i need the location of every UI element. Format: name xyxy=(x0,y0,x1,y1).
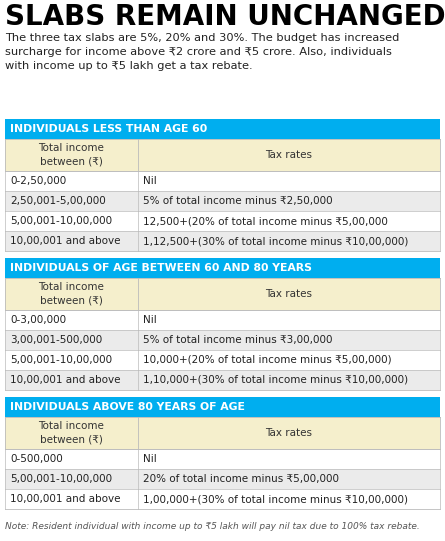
Text: Tax rates: Tax rates xyxy=(265,289,312,299)
Text: Nil: Nil xyxy=(143,176,157,186)
Text: INDIVIDUALS OF AGE BETWEEN 60 AND 80 YEARS: INDIVIDUALS OF AGE BETWEEN 60 AND 80 YEA… xyxy=(10,263,312,273)
Bar xyxy=(5,278,440,310)
Text: Tax rates: Tax rates xyxy=(265,150,312,160)
Bar xyxy=(5,119,440,139)
Bar xyxy=(5,397,440,417)
Bar xyxy=(5,139,440,171)
Text: 5,00,001-10,00,000: 5,00,001-10,00,000 xyxy=(10,216,112,226)
Text: The three tax slabs are 5%, 20% and 30%. The budget has increased
surcharge for : The three tax slabs are 5%, 20% and 30%.… xyxy=(5,33,399,71)
Text: Note: Resident individual with income up to ₹5 lakh will pay nil tax due to 100%: Note: Resident individual with income up… xyxy=(5,522,420,531)
Text: Nil: Nil xyxy=(143,315,157,325)
Text: 10,00,001 and above: 10,00,001 and above xyxy=(10,236,121,246)
Bar xyxy=(5,258,440,278)
Text: SLABS REMAIN UNCHANGED: SLABS REMAIN UNCHANGED xyxy=(5,3,445,31)
Bar xyxy=(5,231,440,251)
Bar xyxy=(5,191,440,211)
Text: INDIVIDUALS ABOVE 80 YEARS OF AGE: INDIVIDUALS ABOVE 80 YEARS OF AGE xyxy=(10,402,245,412)
Bar xyxy=(5,417,440,449)
Text: 3,00,001-500,000: 3,00,001-500,000 xyxy=(10,335,102,345)
Bar xyxy=(5,489,440,509)
Bar xyxy=(5,469,440,489)
Text: 5% of total income minus ₹2,50,000: 5% of total income minus ₹2,50,000 xyxy=(143,196,332,206)
Text: 10,00,001 and above: 10,00,001 and above xyxy=(10,494,121,504)
Text: 0-3,00,000: 0-3,00,000 xyxy=(10,315,66,325)
Text: 1,10,000+(30% of total income minus ₹10,00,000): 1,10,000+(30% of total income minus ₹10,… xyxy=(143,375,408,385)
Text: 5,00,001-10,00,000: 5,00,001-10,00,000 xyxy=(10,355,112,365)
Text: 1,00,000+(30% of total income minus ₹10,00,000): 1,00,000+(30% of total income minus ₹10,… xyxy=(143,494,408,504)
Text: 1,12,500+(30% of total income minus ₹10,00,000): 1,12,500+(30% of total income minus ₹10,… xyxy=(143,236,408,246)
Bar xyxy=(5,449,440,469)
Text: Tax rates: Tax rates xyxy=(265,428,312,438)
Bar xyxy=(5,350,440,370)
Text: 10,00,001 and above: 10,00,001 and above xyxy=(10,375,121,385)
Text: 12,500+(20% of total income minus ₹5,00,000: 12,500+(20% of total income minus ₹5,00,… xyxy=(143,216,388,226)
Text: 5,00,001-10,00,000: 5,00,001-10,00,000 xyxy=(10,474,112,484)
Text: 0-2,50,000: 0-2,50,000 xyxy=(10,176,66,186)
Bar xyxy=(5,370,440,390)
Bar xyxy=(5,211,440,231)
Bar xyxy=(5,171,440,191)
Bar xyxy=(5,310,440,330)
Text: 0-500,000: 0-500,000 xyxy=(10,454,63,464)
Text: Total income
between (₹): Total income between (₹) xyxy=(38,143,104,167)
Text: 10,000+(20% of total income minus ₹5,00,000): 10,000+(20% of total income minus ₹5,00,… xyxy=(143,355,391,365)
Text: 5% of total income minus ₹3,00,000: 5% of total income minus ₹3,00,000 xyxy=(143,335,332,345)
Text: 2,50,001-5,00,000: 2,50,001-5,00,000 xyxy=(10,196,106,206)
Text: Nil: Nil xyxy=(143,454,157,464)
Text: 20% of total income minus ₹5,00,000: 20% of total income minus ₹5,00,000 xyxy=(143,474,339,484)
Bar xyxy=(5,330,440,350)
Text: Total income
between (₹): Total income between (₹) xyxy=(38,421,104,445)
Text: Total income
between (₹): Total income between (₹) xyxy=(38,282,104,306)
Text: INDIVIDUALS LESS THAN AGE 60: INDIVIDUALS LESS THAN AGE 60 xyxy=(10,124,207,134)
